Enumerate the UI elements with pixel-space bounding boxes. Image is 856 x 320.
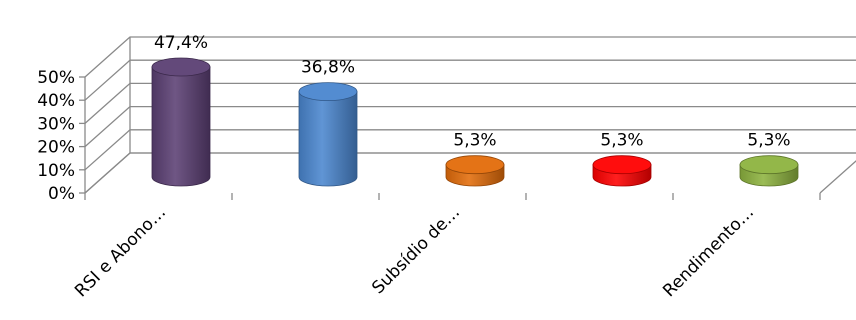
gridline: [84, 59, 856, 101]
data-label: 5,3%: [453, 131, 496, 151]
bar-top: [592, 155, 652, 175]
bar-top: [298, 82, 358, 102]
gridline: [84, 152, 856, 194]
data-label: 47,4%: [154, 33, 208, 53]
gridlines: [84, 36, 856, 194]
bar: [445, 155, 505, 187]
y-tick-label: 30%: [37, 114, 75, 134]
data-label: 5,3%: [600, 131, 643, 151]
bars: [151, 57, 799, 187]
y-tick-label: 50%: [37, 68, 75, 88]
x-axis: RSI e Abono… Subsídio de… Rendimento…: [71, 202, 758, 301]
x-tick-label: Subsídio de…: [368, 202, 464, 298]
data-labels: 47,4% 36,8% 5,3% 5,3% 5,3%: [154, 33, 791, 151]
x-tick-label: RSI e Abono…: [71, 202, 170, 301]
y-axis: 0% 10% 20% 30% 40% 50%: [37, 68, 821, 204]
gridline: [84, 129, 856, 171]
gridline: [84, 82, 856, 124]
y-tick-label: 20%: [37, 138, 75, 158]
bar: [298, 82, 358, 187]
bar-top: [739, 155, 799, 175]
bar-top: [445, 155, 505, 175]
y-tick-label: 0%: [48, 184, 75, 204]
gridline: [84, 105, 856, 148]
data-label: 5,3%: [747, 131, 790, 151]
bar: [739, 155, 799, 187]
bar-body: [151, 66, 211, 187]
y-tick-label: 10%: [37, 161, 75, 181]
gridline: [84, 36, 856, 78]
bar-top: [151, 57, 211, 77]
bar: [151, 57, 211, 187]
y-tick-label: 40%: [37, 91, 75, 111]
data-label: 36,8%: [301, 58, 355, 78]
x-tick-label: Rendimento…: [659, 202, 758, 301]
bar: [592, 155, 652, 187]
bar-body: [298, 91, 358, 187]
